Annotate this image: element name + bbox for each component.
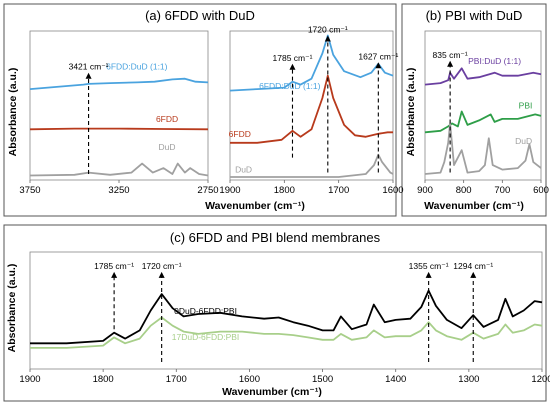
plot-b: 900 800 700 600 PBI:DuD (1:1) PBI DuD 835 cm⁻¹: [417, 30, 549, 196]
panel-b-xlabel: Wavenumber (cm⁻¹): [424, 200, 524, 212]
x-tick-label-c-1: 1800: [93, 374, 114, 385]
series-label-a-left-2: DuD: [159, 142, 176, 152]
panel-b-frame: [401, 3, 547, 217]
annotation-label-c-1: 1720 cm⁻¹: [142, 261, 182, 271]
x-tick-label-c-3: 1600: [239, 374, 260, 385]
series-line-a-right-1: [230, 74, 393, 144]
annotation-arrow-b-0: [447, 60, 454, 67]
x-tick-label-a-left-0: 3750: [19, 185, 40, 196]
plot-c: 1900 1800 1700 1600 1500 1400 1300 1200 0DuD-6FD…: [19, 251, 550, 385]
series-label-a-left-1: 6FDD: [156, 114, 178, 124]
series-line-a-right-2: [230, 153, 394, 178]
x-tick-label-c-5: 1400: [385, 374, 406, 385]
panel-b-ylabel: Absorbance (a.u.): [405, 68, 417, 157]
annotation-arrow-c-0: [111, 271, 118, 278]
x-tick-label-a-right-3: 1600: [382, 185, 403, 196]
series-label-b-1: PBI: [519, 100, 533, 110]
x-tick-label-a-left-1: 3250: [108, 185, 129, 196]
series-label-c-0: 0DuD-6FDD:PBI: [174, 306, 237, 316]
annotation-label-c-2: 1355 cm⁻¹: [409, 261, 449, 271]
x-tick-label-b-2: 700: [494, 185, 510, 196]
annotation-arrow-c-2: [425, 271, 432, 278]
panel-c-ylabel: Absorbance (a.u.): [6, 264, 18, 353]
panel-a-title: (a) 6FDD with DuD: [145, 8, 255, 23]
x-tick-label-a-right-1: 1800: [274, 185, 295, 196]
x-tick-label-c-4: 1500: [312, 374, 333, 385]
panel-a-xlabel: Wavenumber (cm⁻¹): [205, 200, 305, 212]
series-label-a-right-2: DuD: [235, 165, 252, 175]
series-label-a-right-1: 6FDD: [229, 129, 251, 139]
plot-a-left: 3750 3250 2750 6FDD:DuD (1:1) 6FDD DuD 3421 cm…: [19, 30, 219, 196]
x-tick-label-b-0: 900: [417, 185, 433, 196]
x-tick-label-c-7: 1200: [531, 374, 550, 385]
panel-c-xlabel: Wavenumber (cm⁻¹): [222, 386, 322, 398]
annotation-label-a-left-0: 3421 cm⁻¹: [69, 62, 109, 72]
series-label-b-2: DuD: [515, 136, 532, 146]
panel-c-frame: [3, 224, 547, 402]
x-tick-label-c-6: 1300: [458, 374, 479, 385]
annotation-arrow-c-1: [158, 271, 165, 278]
plot-area-c: [29, 251, 543, 370]
series-label-a-left-0: 6FDD:DuD (1:1): [106, 62, 168, 72]
x-tick-label-a-left-2: 2750: [197, 185, 218, 196]
series-label-b-0: PBI:DuD (1:1): [468, 56, 521, 66]
x-tick-label-b-1: 800: [456, 185, 472, 196]
series-line-c-1: [30, 316, 543, 349]
panel-a-ylabel: Absorbance (a.u.): [7, 68, 19, 157]
annotation-arrow-a-right-0: [289, 63, 296, 70]
panel-c-title: (c) 6FDD and PBI blend membranes: [170, 230, 381, 245]
series-line-a-left-0: [29, 77, 209, 90]
annotation-label-c-0: 1785 cm⁻¹: [94, 261, 134, 271]
annotation-arrow-a-right-1: [324, 35, 331, 42]
series-line-a-left-1: [29, 127, 209, 131]
annotation-label-a-right-2: 1627 cm⁻¹: [358, 51, 398, 61]
annotation-label-a-right-1: 1720 cm⁻¹: [308, 24, 348, 34]
plot-area-a-right: [229, 30, 394, 181]
plot-a-right: 1900 1800 1700 1600 6FDD:DuD (1:1) 6FDD DuD 178…: [219, 24, 403, 196]
annotation-arrow-c-3: [470, 271, 477, 278]
panel-a-frame: [3, 3, 397, 217]
series-line-c-0: [30, 289, 543, 345]
series-line-b-0: [424, 67, 542, 86]
plot-area-b: [424, 30, 542, 181]
x-tick-label-c-0: 1900: [19, 374, 40, 385]
annotation-arrow-a-right-2: [375, 62, 382, 69]
annotation-label-a-right-0: 1785 cm⁻¹: [273, 53, 313, 63]
x-tick-label-a-right-0: 1900: [219, 185, 240, 196]
series-line-a-left-2: [29, 162, 209, 177]
x-tick-label-b-3: 600: [533, 185, 549, 196]
annotation-label-b-0: 835 cm⁻¹: [433, 50, 468, 60]
annotation-arrow-a-left-0: [85, 72, 92, 79]
series-line-b-2: [424, 122, 542, 175]
annotation-label-c-3: 1294 cm⁻¹: [453, 261, 493, 271]
series-label-c-1: 17DuD-6FDD:PBI: [172, 332, 240, 342]
series-label-a-right-0: 6FDD:DuD (1:1): [259, 81, 321, 91]
x-tick-label-a-right-2: 1700: [328, 185, 349, 196]
panel-b-title: (b) PBI with DuD: [426, 8, 523, 23]
x-tick-label-c-2: 1700: [166, 374, 187, 385]
